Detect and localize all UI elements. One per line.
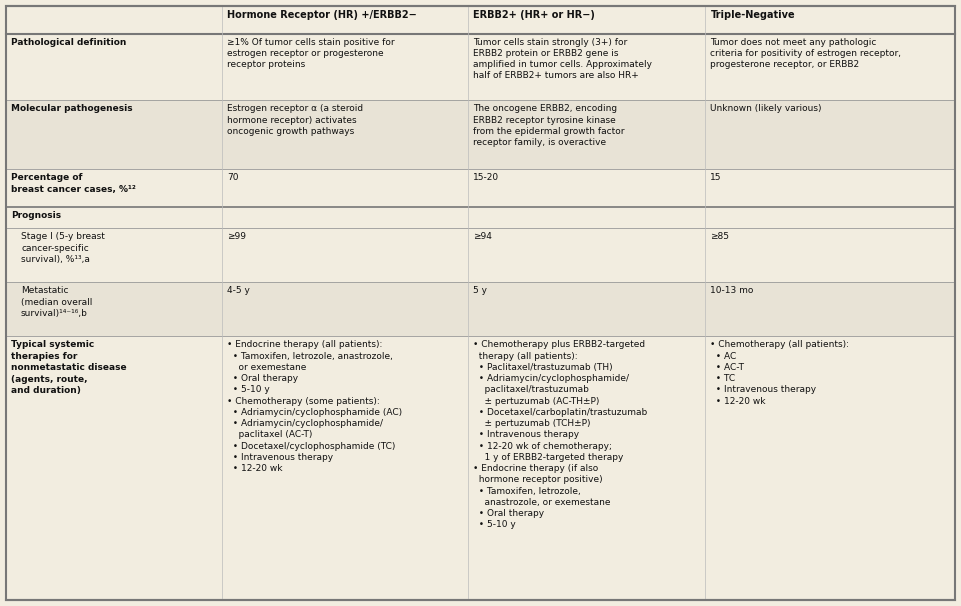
Text: Pathological definition: Pathological definition bbox=[11, 38, 127, 47]
Text: 10-13 mo: 10-13 mo bbox=[710, 287, 753, 295]
Bar bbox=[6, 228, 955, 282]
Text: ≥94: ≥94 bbox=[473, 232, 492, 241]
Text: 70: 70 bbox=[228, 173, 239, 182]
Text: 4-5 y: 4-5 y bbox=[228, 287, 250, 295]
Bar bbox=[6, 282, 955, 336]
Text: • Endocrine therapy (all patients):
  • Tamoxifen, letrozole, anastrozole,
    o: • Endocrine therapy (all patients): • Ta… bbox=[228, 341, 403, 473]
Text: Metastatic
(median overall
survival)¹⁴⁻¹⁶,b: Metastatic (median overall survival)¹⁴⁻¹… bbox=[21, 287, 92, 318]
Text: Triple-Negative: Triple-Negative bbox=[710, 10, 795, 20]
Bar bbox=[6, 207, 955, 228]
Text: The oncogene ERBB2, encoding
ERBB2 receptor tyrosine kinase
from the epidermal g: The oncogene ERBB2, encoding ERBB2 recep… bbox=[473, 104, 625, 147]
Text: Molecular pathogenesis: Molecular pathogenesis bbox=[11, 104, 133, 113]
Bar bbox=[6, 169, 955, 207]
Text: ≥99: ≥99 bbox=[228, 232, 246, 241]
Bar bbox=[6, 101, 955, 169]
Bar bbox=[6, 6, 955, 33]
Text: Tumor cells stain strongly (3+) for
ERBB2 protein or ERBB2 gene is
amplified in : Tumor cells stain strongly (3+) for ERBB… bbox=[473, 38, 653, 80]
Text: • Chemotherapy plus ERBB2-targeted
  therapy (all patients):
  • Paclitaxel/tras: • Chemotherapy plus ERBB2-targeted thera… bbox=[473, 341, 648, 529]
Text: ≥1% Of tumor cells stain positive for
estrogen receptor or progesterone
receptor: ≥1% Of tumor cells stain positive for es… bbox=[228, 38, 395, 69]
Text: Unknown (likely various): Unknown (likely various) bbox=[710, 104, 822, 113]
Text: • Chemotherapy (all patients):
  • AC
  • AC-T
  • TC
  • Intravenous therapy
  : • Chemotherapy (all patients): • AC • AC… bbox=[710, 341, 850, 405]
Bar bbox=[6, 336, 955, 600]
Text: Stage I (5-y breast
cancer-specific
survival), %¹³,a: Stage I (5-y breast cancer-specific surv… bbox=[21, 232, 105, 264]
Text: 15-20: 15-20 bbox=[473, 173, 500, 182]
Text: 15: 15 bbox=[710, 173, 722, 182]
Bar bbox=[6, 33, 955, 101]
Text: Hormone Receptor (HR) +/ERBB2−: Hormone Receptor (HR) +/ERBB2− bbox=[228, 10, 417, 20]
Text: ≥85: ≥85 bbox=[710, 232, 729, 241]
Text: Percentage of
breast cancer cases, %¹²: Percentage of breast cancer cases, %¹² bbox=[11, 173, 136, 194]
Text: Typical systemic
therapies for
nonmetastatic disease
(agents, route,
and duratio: Typical systemic therapies for nonmetast… bbox=[11, 341, 127, 395]
Text: Tumor does not meet any pathologic
criteria for positivity of estrogen receptor,: Tumor does not meet any pathologic crite… bbox=[710, 38, 901, 69]
Text: Prognosis: Prognosis bbox=[11, 211, 62, 219]
Text: 5 y: 5 y bbox=[473, 287, 487, 295]
Text: Estrogen receptor α (a steroid
hormone receptor) activates
oncogenic growth path: Estrogen receptor α (a steroid hormone r… bbox=[228, 104, 363, 136]
Text: ERBB2+ (HR+ or HR−): ERBB2+ (HR+ or HR−) bbox=[473, 10, 595, 20]
